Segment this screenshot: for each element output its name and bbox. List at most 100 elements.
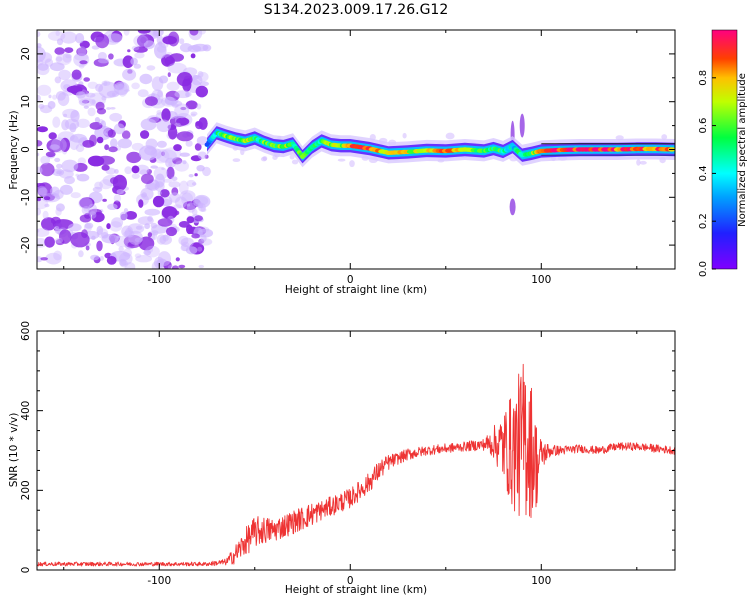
noise-blob [152, 31, 160, 37]
noise-blob [88, 208, 102, 216]
noise-blob [56, 38, 64, 46]
noise-blob [162, 178, 173, 183]
noise-blob [107, 129, 116, 138]
noise-blob [77, 46, 87, 57]
noise-blob [174, 103, 190, 119]
noise-blob [175, 257, 180, 262]
noise-blob [84, 222, 94, 229]
spec-ytick-label: 20 [20, 47, 32, 60]
noise-blob [137, 89, 149, 98]
noise-blob [194, 196, 209, 206]
noise-blob [54, 157, 61, 163]
noise-blob [69, 122, 77, 133]
noise-blob [153, 166, 168, 181]
noise-blob [124, 262, 136, 269]
noise-blob [178, 264, 186, 269]
noise-blob [95, 155, 115, 165]
noise-blob [164, 96, 175, 106]
noise-blob [54, 76, 62, 84]
noise-blob [101, 80, 111, 86]
noise-blob [37, 185, 47, 196]
noise-blob [44, 236, 55, 248]
noise-blob [194, 215, 204, 222]
noise-blob [87, 203, 98, 216]
noise-blob [114, 235, 130, 248]
noise-blob [113, 81, 130, 95]
noise-blob [55, 207, 62, 216]
noise-blob [134, 52, 145, 59]
noise-blob [94, 181, 103, 190]
noise-blob [91, 45, 100, 50]
noise-blob [185, 246, 198, 255]
noise-blob [101, 164, 110, 171]
noise-blob [94, 117, 100, 123]
noise-blob [95, 34, 110, 49]
noise-blob [174, 122, 181, 127]
noise-blob [135, 164, 150, 175]
noise-blob [101, 95, 107, 101]
noise-blob [166, 166, 175, 180]
noise-blob [171, 176, 178, 181]
noise-blob [191, 182, 197, 186]
noise-blob [135, 255, 153, 263]
noise-blob [198, 238, 213, 246]
noise-blob [146, 65, 156, 71]
noise-blob [58, 229, 72, 244]
noise-blob [96, 225, 104, 235]
noise-blob [161, 167, 165, 171]
noise-blob [156, 119, 172, 133]
noise-blob [45, 151, 56, 158]
spec-xtick-label: 100 [531, 274, 551, 286]
noise-blob [45, 252, 62, 265]
noise-blob [37, 228, 50, 237]
noise-blob [188, 174, 194, 178]
noise-blob [178, 221, 190, 228]
noise-blob [151, 232, 158, 241]
noise-blob [60, 137, 70, 152]
colorbar: 0.0 0.2 0.4 0.6 0.8 Normalized spectral ampl… [698, 29, 748, 277]
noise-blob [43, 196, 51, 201]
noise-blob [138, 145, 158, 161]
noise-blob [117, 138, 132, 149]
noise-blob [137, 30, 151, 34]
noise-blob [191, 74, 199, 80]
noise-blob [70, 192, 81, 199]
noise-blob [87, 107, 96, 117]
noise-blob [161, 206, 178, 220]
noise-blob [171, 103, 179, 108]
noise-blob [141, 192, 147, 198]
faint-blob [661, 134, 668, 140]
noise-blob [113, 194, 122, 203]
noise-blob [39, 162, 55, 177]
noise-blob [50, 186, 60, 197]
snr-frame [36, 330, 676, 571]
noise-blob [176, 72, 193, 87]
noise-blob [164, 56, 175, 67]
noise-blob [190, 53, 196, 59]
noise-blob [194, 143, 202, 151]
noise-blob [83, 105, 89, 109]
noise-blob [195, 85, 208, 98]
noise-blob [62, 53, 72, 63]
noise-blob [193, 194, 211, 209]
noise-blob [37, 63, 50, 76]
ridge-band [204, 122, 675, 168]
noise-blob [37, 152, 40, 157]
noise-blob [81, 206, 91, 215]
noise-blob [151, 93, 156, 97]
noise-blob [103, 80, 108, 86]
noise-blob [166, 81, 180, 91]
noise-blob [167, 125, 178, 140]
noise-blob [104, 144, 109, 151]
noise-blob [58, 69, 71, 81]
vertical-feature [519, 113, 525, 138]
noise-blob [108, 146, 118, 153]
noise-blob [190, 111, 198, 116]
noise-blob [154, 42, 167, 59]
spec-xtick-label: -100 [147, 274, 171, 286]
spec-ytick-label: -10 [20, 189, 32, 206]
noise-blob [96, 136, 104, 144]
noise-blob [191, 233, 200, 239]
noise-blob [196, 103, 202, 110]
colorbar-tick-label: 0.8 [698, 70, 709, 86]
